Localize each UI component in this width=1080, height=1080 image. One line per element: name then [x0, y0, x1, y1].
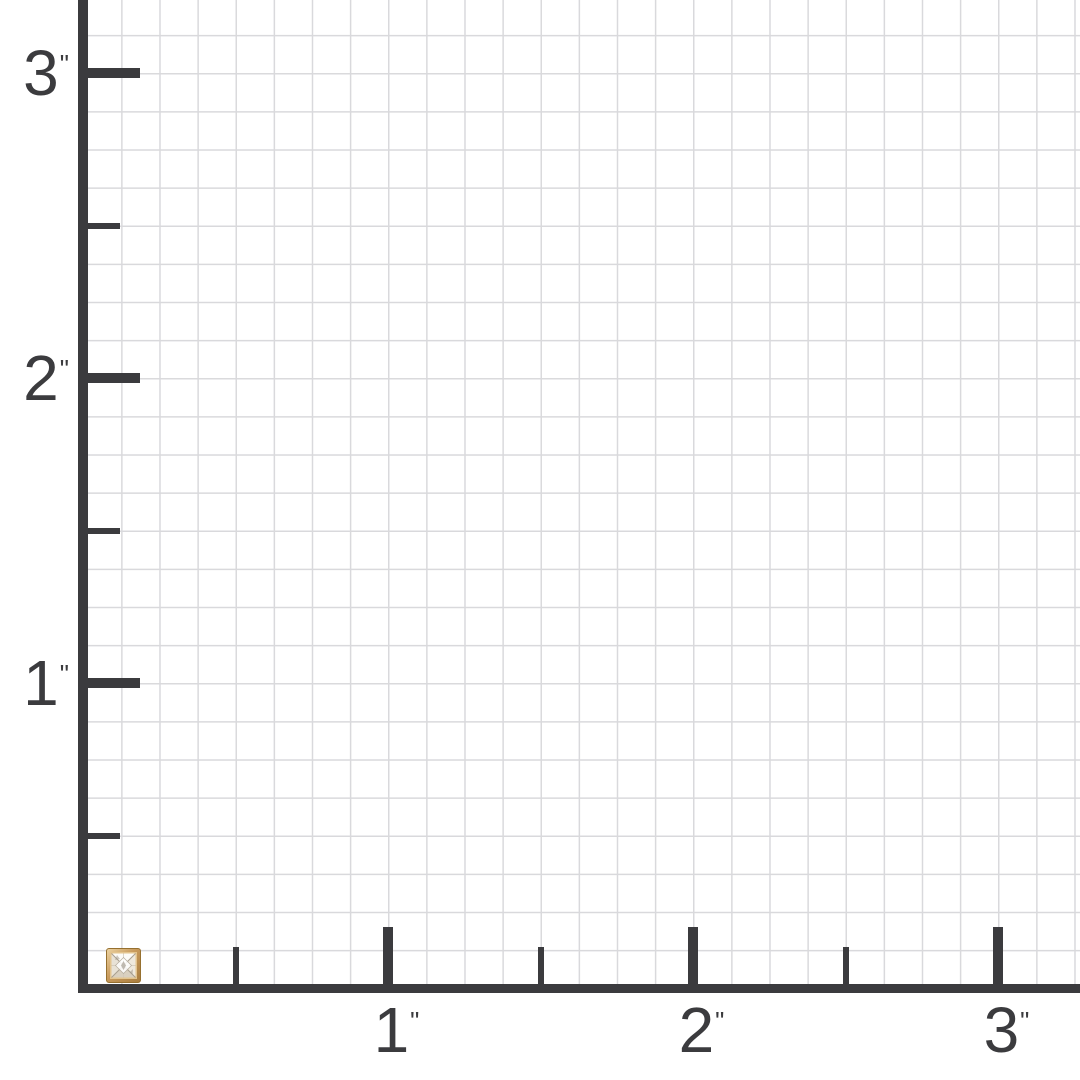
y-axis-label-3in: 3": [0, 41, 69, 105]
y-minor-tick-2.5in: [83, 223, 120, 229]
inch-mark: ": [715, 1006, 724, 1036]
y-label-value: 3: [23, 37, 59, 109]
y-minor-tick-0.5in: [83, 833, 120, 839]
y-major-tick-1in: [83, 678, 140, 688]
x-axis-line: [78, 984, 1080, 993]
x-major-tick-2in: [688, 927, 698, 984]
y-label-value: 2: [23, 342, 59, 414]
diamond-stud-earring: [106, 948, 141, 983]
y-axis-line: [78, 0, 88, 993]
y-axis-label-1in: 1": [0, 651, 69, 715]
y-major-tick-3in: [83, 68, 140, 78]
x-label-value: 1: [373, 994, 410, 1066]
y-axis-label-2in: 2": [0, 346, 69, 410]
x-label-value: 3: [983, 994, 1020, 1066]
y-label-value: 1: [23, 647, 59, 719]
inch-mark: ": [59, 659, 69, 689]
x-minor-tick-1.5in: [538, 947, 544, 984]
x-axis-label-1in: 1": [374, 998, 420, 1073]
diamond-stud-icon: [106, 948, 141, 983]
x-minor-tick-2.5in: [843, 947, 849, 984]
inch-mark: ": [59, 49, 69, 79]
grid-area: [83, 0, 1080, 984]
y-major-tick-2in: [83, 373, 140, 383]
x-minor-tick-0.5in: [233, 947, 239, 984]
x-axis-label-3in: 3": [984, 998, 1030, 1073]
x-axis-label-2in: 2": [679, 998, 725, 1073]
x-major-tick-3in: [993, 927, 1003, 984]
x-label-value: 2: [678, 994, 715, 1066]
inch-mark: ": [59, 354, 69, 384]
y-minor-tick-1.5in: [83, 528, 120, 534]
inch-mark: ": [1020, 1006, 1029, 1036]
inch-mark: ": [410, 1006, 419, 1036]
x-major-tick-1in: [383, 927, 393, 984]
